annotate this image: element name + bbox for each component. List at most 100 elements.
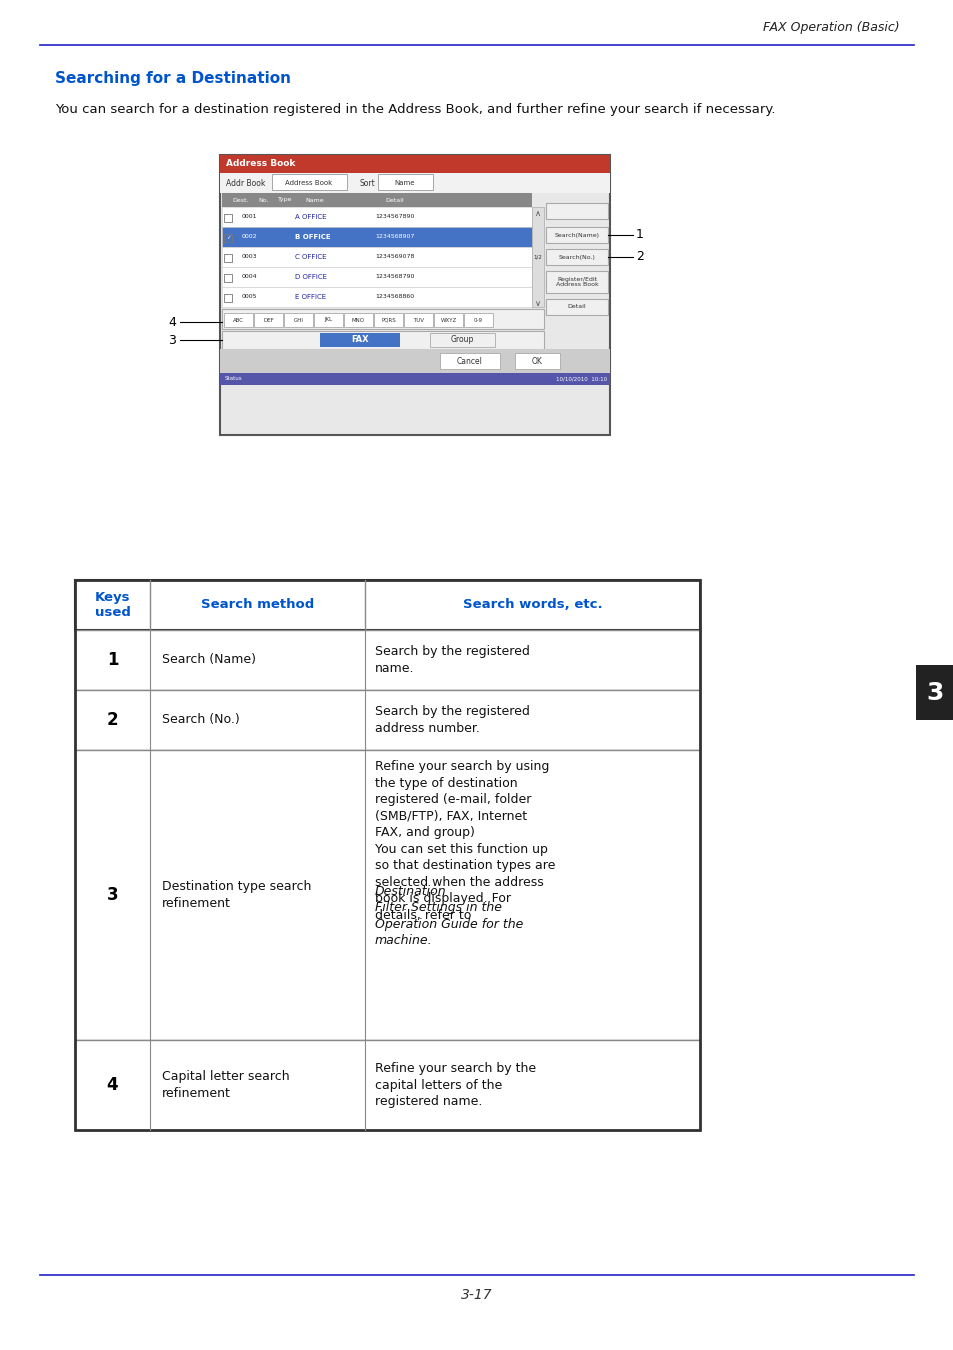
FancyBboxPatch shape xyxy=(545,271,607,293)
Text: Destination type search
refinement: Destination type search refinement xyxy=(162,880,311,910)
FancyBboxPatch shape xyxy=(222,267,532,288)
FancyBboxPatch shape xyxy=(377,174,433,190)
FancyBboxPatch shape xyxy=(220,350,609,373)
Text: Destination
Filter Settings in the
Operation Guide for the
machine.: Destination Filter Settings in the Opera… xyxy=(375,886,523,948)
FancyBboxPatch shape xyxy=(75,751,700,1040)
FancyBboxPatch shape xyxy=(75,630,700,690)
Text: ✓: ✓ xyxy=(226,235,230,240)
Text: 4: 4 xyxy=(107,1076,118,1094)
FancyBboxPatch shape xyxy=(224,254,232,262)
Text: 3: 3 xyxy=(925,680,943,705)
Text: 0005: 0005 xyxy=(242,294,257,300)
Text: Searching for a Destination: Searching for a Destination xyxy=(55,70,291,85)
Text: Detail: Detail xyxy=(385,197,403,202)
Text: 1234568907: 1234568907 xyxy=(375,235,414,239)
Text: Detail: Detail xyxy=(567,305,586,309)
Text: Group: Group xyxy=(450,336,474,344)
Text: 1234568790: 1234568790 xyxy=(375,274,414,279)
Text: Capital letter search
refinement: Capital letter search refinement xyxy=(162,1071,290,1100)
Text: 0001: 0001 xyxy=(242,215,257,220)
Text: Address Book: Address Book xyxy=(285,180,333,186)
Text: OK: OK xyxy=(531,356,542,366)
Text: DEF: DEF xyxy=(263,317,274,323)
Text: E OFFICE: E OFFICE xyxy=(294,294,326,300)
FancyBboxPatch shape xyxy=(220,155,609,173)
Text: ∨: ∨ xyxy=(535,300,540,309)
Text: Address Book: Address Book xyxy=(226,159,295,169)
Text: JKL: JKL xyxy=(324,317,333,323)
Text: Dest.: Dest. xyxy=(232,197,248,202)
Text: 3-17: 3-17 xyxy=(460,1288,493,1301)
Text: ∧: ∧ xyxy=(535,208,540,217)
FancyBboxPatch shape xyxy=(222,331,543,350)
Text: A OFFICE: A OFFICE xyxy=(294,215,326,220)
Text: FAX Operation (Basic): FAX Operation (Basic) xyxy=(762,22,899,35)
Text: GHI: GHI xyxy=(294,317,303,323)
Text: 1234569078: 1234569078 xyxy=(375,255,414,259)
Text: 3: 3 xyxy=(168,333,175,347)
Text: Sort: Sort xyxy=(359,178,375,188)
FancyBboxPatch shape xyxy=(253,313,283,327)
Text: Search (Name): Search (Name) xyxy=(162,653,255,667)
FancyBboxPatch shape xyxy=(224,274,232,282)
FancyBboxPatch shape xyxy=(374,313,402,327)
FancyBboxPatch shape xyxy=(319,333,399,347)
Text: 3: 3 xyxy=(107,886,118,904)
Text: Refine your search by the
capital letters of the
registered name.: Refine your search by the capital letter… xyxy=(375,1062,536,1108)
FancyBboxPatch shape xyxy=(222,227,532,247)
Text: Addr Book: Addr Book xyxy=(226,178,265,188)
Text: 1234568860: 1234568860 xyxy=(375,294,414,300)
FancyBboxPatch shape xyxy=(434,313,462,327)
Text: 1: 1 xyxy=(636,228,643,242)
FancyBboxPatch shape xyxy=(224,215,232,221)
Text: ABC: ABC xyxy=(233,317,244,323)
FancyBboxPatch shape xyxy=(439,352,499,369)
Text: C OFFICE: C OFFICE xyxy=(294,254,326,261)
FancyBboxPatch shape xyxy=(344,313,373,327)
Text: Search (No.): Search (No.) xyxy=(162,714,239,726)
FancyBboxPatch shape xyxy=(314,313,343,327)
Text: You can search for a destination registered in the Address Book, and further ref: You can search for a destination registe… xyxy=(55,104,775,116)
Text: 0002: 0002 xyxy=(242,235,257,239)
FancyBboxPatch shape xyxy=(224,294,232,302)
Text: Search by the registered
name.: Search by the registered name. xyxy=(375,645,529,675)
FancyBboxPatch shape xyxy=(272,174,347,190)
FancyBboxPatch shape xyxy=(403,313,433,327)
FancyBboxPatch shape xyxy=(222,309,543,329)
FancyBboxPatch shape xyxy=(220,155,609,435)
Text: Cancel: Cancel xyxy=(456,356,482,366)
Text: Search(Name): Search(Name) xyxy=(554,232,598,238)
Text: 10/10/2010  10:10: 10/10/2010 10:10 xyxy=(556,377,606,382)
FancyBboxPatch shape xyxy=(220,173,609,193)
FancyBboxPatch shape xyxy=(545,227,607,243)
FancyBboxPatch shape xyxy=(545,202,607,219)
FancyBboxPatch shape xyxy=(75,580,700,630)
Text: 1/2: 1/2 xyxy=(533,255,542,259)
Text: Name: Name xyxy=(305,197,323,202)
Text: WXYZ: WXYZ xyxy=(440,317,456,323)
Text: Search words, etc.: Search words, etc. xyxy=(462,598,601,612)
Text: Keys
used: Keys used xyxy=(94,591,131,620)
FancyBboxPatch shape xyxy=(915,666,953,720)
Text: FAX: FAX xyxy=(351,336,369,344)
FancyBboxPatch shape xyxy=(284,313,313,327)
FancyBboxPatch shape xyxy=(532,207,543,306)
Text: Type: Type xyxy=(277,197,293,202)
FancyBboxPatch shape xyxy=(220,373,609,385)
Text: 4: 4 xyxy=(168,316,175,328)
Text: Search by the registered
address number.: Search by the registered address number. xyxy=(375,705,529,734)
FancyBboxPatch shape xyxy=(430,333,495,347)
Text: 2: 2 xyxy=(636,251,643,263)
Text: No.: No. xyxy=(257,197,268,202)
FancyBboxPatch shape xyxy=(545,248,607,265)
Text: 0003: 0003 xyxy=(242,255,257,259)
Text: Search method: Search method xyxy=(201,598,314,612)
FancyBboxPatch shape xyxy=(222,288,532,306)
FancyBboxPatch shape xyxy=(224,234,232,242)
FancyBboxPatch shape xyxy=(75,1040,700,1130)
Text: 2: 2 xyxy=(107,711,118,729)
FancyBboxPatch shape xyxy=(222,193,532,207)
Text: 1: 1 xyxy=(107,651,118,670)
FancyBboxPatch shape xyxy=(222,207,532,227)
Text: 0004: 0004 xyxy=(242,274,257,279)
